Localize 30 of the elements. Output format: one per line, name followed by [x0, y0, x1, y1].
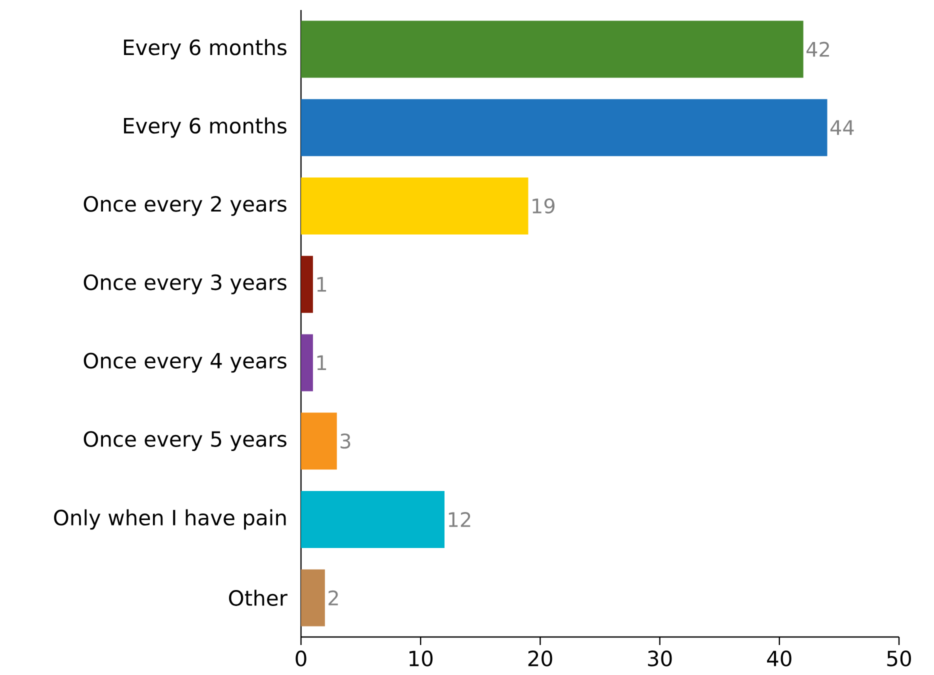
x-tick-label: 40 [767, 650, 792, 666]
x-tick-label: 30 [648, 650, 672, 666]
bar [301, 569, 325, 626]
bar [301, 412, 337, 470]
x-tick-label: 0 [296, 650, 306, 666]
data-label: 44 [830, 120, 854, 135]
bar [301, 490, 445, 548]
y-tick-label: Once every 3 years [84, 274, 286, 294]
y-tick-label: Only when I have pain [54, 509, 286, 530]
y-tick-label: Once every 4 years [84, 352, 286, 373]
data-label: 19 [532, 198, 554, 214]
y-tick-label: Other [229, 590, 288, 606]
bar [301, 256, 313, 313]
x-tick-label: 20 [528, 650, 552, 666]
data-label: 3 [340, 434, 350, 449]
y-tick-label: Every 6 months [124, 39, 286, 60]
x-tick-label: 50 [887, 650, 911, 666]
y-tick-label: Once every 2 years [84, 196, 286, 216]
data-label: 12 [448, 512, 470, 527]
y-tick-label: Every 6 months [124, 117, 286, 138]
x-tick-label: 10 [410, 650, 433, 666]
data-label: 2 [328, 590, 338, 606]
y-tick-label: Once every 5 years [84, 431, 286, 452]
bar [301, 177, 528, 234]
data-label: 42 [806, 42, 829, 57]
bar [301, 20, 804, 78]
data-label: 1 [317, 277, 326, 292]
data-label: 1 [317, 355, 326, 370]
bar [301, 334, 313, 392]
bar [301, 99, 828, 156]
